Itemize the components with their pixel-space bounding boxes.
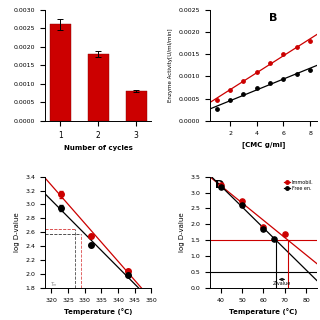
Y-axis label: log D-value: log D-value [13,212,20,252]
Point [125,268,131,273]
Point [254,86,260,91]
X-axis label: Temperature (°C): Temperature (°C) [64,308,132,315]
Point [281,52,286,57]
Point [261,224,266,229]
Point [294,72,300,77]
Point [228,98,233,103]
Point [241,92,246,97]
Text: D: D [215,180,225,190]
Point [261,226,266,231]
Point [308,67,313,72]
Point [308,38,313,43]
Point [268,81,273,86]
Y-axis label: Enzyme Activity[U/ml/min]: Enzyme Activity[U/ml/min] [168,28,173,102]
Text: $T_m$: $T_m$ [50,280,58,289]
Point [214,97,220,102]
Point [125,273,131,278]
X-axis label: Number of cycles: Number of cycles [64,145,132,151]
Point [240,203,245,208]
X-axis label: Temperature (°C): Temperature (°C) [229,308,298,315]
Point [294,45,300,50]
Point [228,87,233,92]
Text: B: B [269,13,277,23]
Bar [88,54,108,121]
Point [218,182,223,187]
Text: Z-value: Z-value [273,282,291,286]
Point [241,78,246,84]
Point [218,184,223,189]
Point [89,233,94,238]
Point [254,69,260,75]
Point [282,231,287,236]
Bar [50,24,71,121]
Point [240,199,245,204]
Point [89,242,94,247]
Point [272,236,277,241]
Y-axis label: log D-value: log D-value [179,212,185,252]
Bar [126,91,147,121]
Point [281,76,286,81]
X-axis label: [CMC g/ml]: [CMC g/ml] [242,141,285,148]
Legend: Immobil., Free en.: Immobil., Free en. [284,179,314,192]
Point [268,60,273,66]
Point [214,106,220,111]
